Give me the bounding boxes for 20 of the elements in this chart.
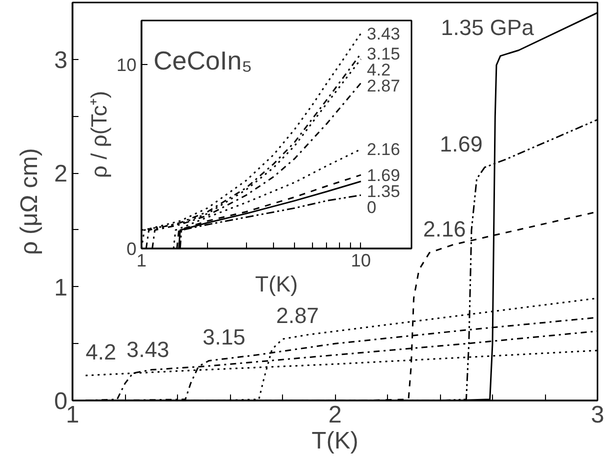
series-label: 2.16 xyxy=(423,216,466,242)
series-label: 3.43 xyxy=(366,24,400,44)
x-axis-title: T(K) xyxy=(255,272,298,296)
y-tick-label: 3 xyxy=(54,46,68,74)
series-label: 3.15 xyxy=(202,324,246,350)
annotation: CeCoIn₅ xyxy=(154,46,252,76)
series-label: 2.16 xyxy=(366,140,400,160)
series-label: 1.35 GPa xyxy=(440,14,535,40)
x-tick-label: 2 xyxy=(328,402,342,428)
x-axis-title: T(K) xyxy=(312,428,358,454)
y-axis-title: ρ / ρ(Tc⁺) xyxy=(86,90,112,178)
x-tick-label: 3 xyxy=(590,402,604,428)
y-tick-label: 1 xyxy=(54,274,68,302)
series-label: 1.69 xyxy=(440,131,483,156)
series-label: 3.43 xyxy=(126,337,170,362)
y-tick-label: 0 xyxy=(54,388,68,415)
series-label: 4.2 xyxy=(86,339,116,364)
series-label: 2.87 xyxy=(276,303,319,328)
y-axis-title: ρ (μΩ cm) xyxy=(16,148,44,255)
y-tick-label: 2 xyxy=(54,160,68,188)
